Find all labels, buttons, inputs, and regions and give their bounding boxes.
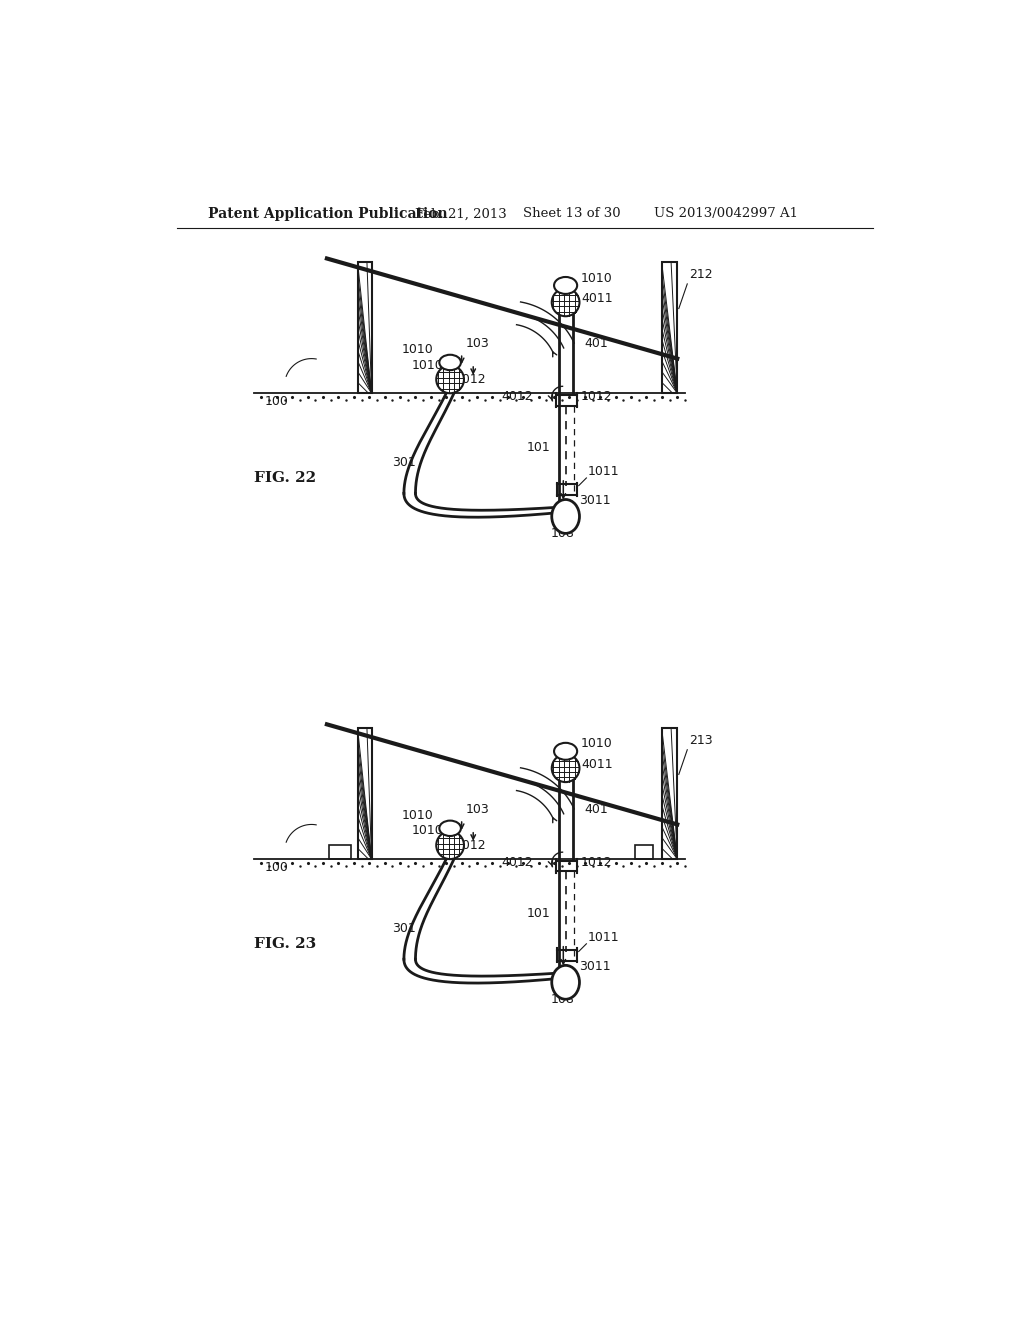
Bar <box>330 845 351 859</box>
Text: 1010: 1010 <box>581 738 612 751</box>
Text: 3012: 3012 <box>454 374 485 387</box>
Text: 212: 212 <box>689 268 713 281</box>
Text: 213: 213 <box>689 734 713 747</box>
Text: 101: 101 <box>526 441 550 454</box>
Ellipse shape <box>554 743 578 760</box>
Text: 1012: 1012 <box>581 857 612 869</box>
Text: 100: 100 <box>264 861 289 874</box>
Text: Sheet 13 of 30: Sheet 13 of 30 <box>523 207 621 220</box>
Bar <box>662 263 677 393</box>
Text: 1012: 1012 <box>581 391 612 403</box>
Text: 1011: 1011 <box>588 931 620 944</box>
Text: US 2013/0042997 A1: US 2013/0042997 A1 <box>654 207 798 220</box>
Circle shape <box>436 832 464 859</box>
Bar <box>635 845 653 859</box>
Text: 3011: 3011 <box>579 494 610 507</box>
Text: 1010: 1010 <box>581 272 612 285</box>
Bar <box>357 263 372 393</box>
Text: 108: 108 <box>550 993 574 1006</box>
Text: 101: 101 <box>526 907 550 920</box>
Bar <box>357 729 372 859</box>
Ellipse shape <box>552 499 580 533</box>
Text: 1010: 1010 <box>401 343 433 356</box>
Text: 108: 108 <box>550 527 574 540</box>
Text: 3012: 3012 <box>454 840 485 853</box>
Text: 103: 103 <box>466 803 489 816</box>
Text: 1010: 1010 <box>401 809 433 822</box>
Ellipse shape <box>439 355 461 370</box>
Text: FIG. 22: FIG. 22 <box>254 471 315 484</box>
Text: Patent Application Publication: Patent Application Publication <box>208 207 447 220</box>
Text: 401: 401 <box>585 803 608 816</box>
Text: 1010: 1010 <box>412 359 443 372</box>
Text: 301: 301 <box>392 457 416 470</box>
Text: 401: 401 <box>585 337 608 350</box>
Text: 1010: 1010 <box>412 825 443 837</box>
Text: 4011: 4011 <box>581 293 612 305</box>
Text: 301: 301 <box>392 923 416 936</box>
Text: Feb. 21, 2013: Feb. 21, 2013 <box>416 207 507 220</box>
Ellipse shape <box>552 965 580 999</box>
Ellipse shape <box>439 821 461 836</box>
Text: 103: 103 <box>466 337 489 350</box>
Text: 4012: 4012 <box>501 857 532 869</box>
Circle shape <box>552 755 580 781</box>
Text: 100: 100 <box>264 395 289 408</box>
Text: FIG. 23: FIG. 23 <box>254 937 316 950</box>
Text: 4011: 4011 <box>581 758 612 771</box>
Text: 1011: 1011 <box>588 465 620 478</box>
Circle shape <box>552 289 580 317</box>
Text: 4012: 4012 <box>501 391 532 403</box>
Text: 3011: 3011 <box>579 960 610 973</box>
Circle shape <box>436 366 464 393</box>
Bar <box>662 729 677 859</box>
Ellipse shape <box>554 277 578 294</box>
